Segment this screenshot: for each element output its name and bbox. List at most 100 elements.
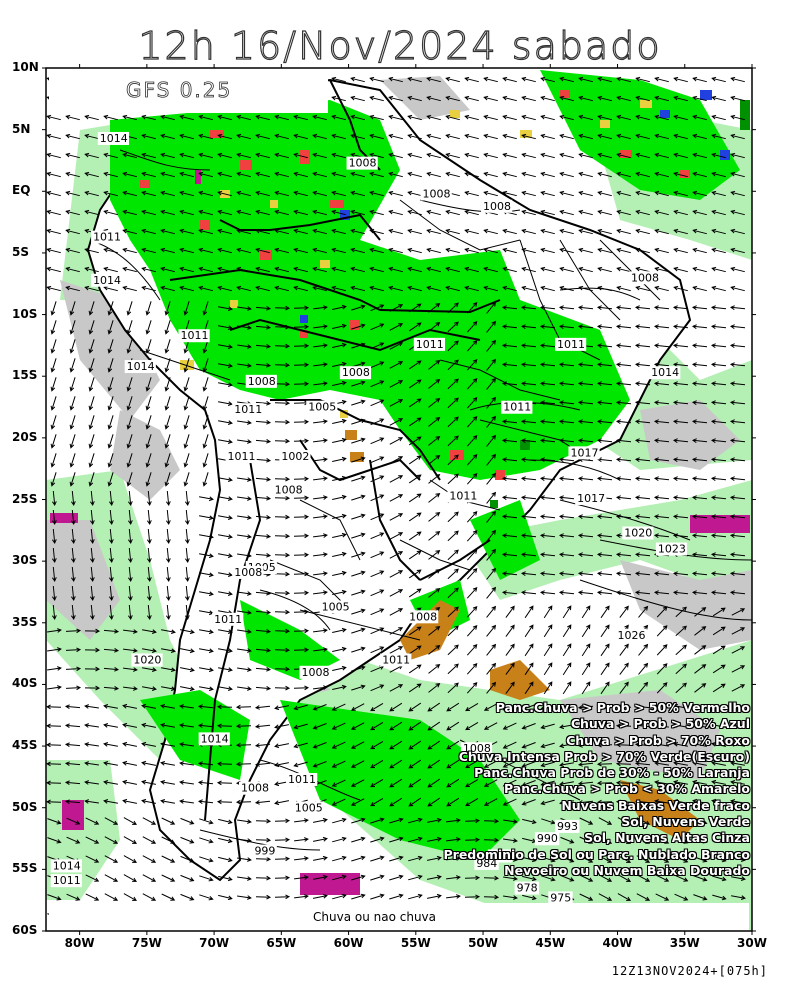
wind-arrow <box>351 570 366 577</box>
wind-arrow <box>558 590 575 596</box>
wind-arrow <box>160 171 175 178</box>
wind-arrow <box>199 496 214 502</box>
wind-arrow <box>579 893 594 901</box>
wind-arrow <box>160 799 175 804</box>
wind-arrow <box>69 377 76 392</box>
wind-arrow <box>255 152 270 159</box>
wind-arrow <box>160 190 175 197</box>
wind-arrow <box>634 552 651 558</box>
wind-arrow <box>85 874 100 882</box>
wind-arrow <box>598 855 613 863</box>
wind-arrow <box>729 476 746 482</box>
wind-arrow <box>447 625 459 637</box>
wind-arrow <box>84 266 99 273</box>
wind-arrow <box>466 378 478 390</box>
wind-arrow <box>559 133 574 140</box>
wind-arrow <box>672 514 689 520</box>
wind-arrow <box>407 133 422 140</box>
wind-arrow <box>581 681 591 695</box>
wind-arrow <box>408 588 422 598</box>
wind-arrow <box>654 704 669 709</box>
isobar-label: 1008 <box>248 375 276 388</box>
wind-arrow <box>539 305 556 311</box>
wind-arrow <box>331 798 346 806</box>
wind-arrow <box>199 837 214 844</box>
wind-arrow <box>655 893 670 901</box>
wind-arrow <box>635 209 650 216</box>
wind-arrow <box>692 228 707 235</box>
wind-arrow <box>619 681 629 694</box>
wind-arrow <box>161 629 176 634</box>
wind-arrow <box>711 95 726 102</box>
wind-arrow <box>351 874 366 881</box>
wind-arrow <box>369 76 384 83</box>
wind-arrow <box>615 343 632 349</box>
wind-arrow <box>483 152 498 159</box>
wind-arrow <box>313 590 328 595</box>
wind-arrow <box>197 723 214 729</box>
wind-arrow <box>218 496 233 501</box>
wind-arrow <box>107 434 114 449</box>
wind-arrow <box>66 836 81 844</box>
wind-arrow <box>370 475 385 483</box>
wind-arrow <box>199 686 214 692</box>
wind-arrow <box>108 528 114 545</box>
isobar-label: 1011 <box>288 773 316 786</box>
wind-arrow <box>293 324 310 330</box>
wind-arrow <box>255 552 272 558</box>
wind-arrow <box>540 171 555 178</box>
wind-arrow <box>70 585 76 602</box>
wind-arrow <box>122 741 137 747</box>
isobar-label: 1020 <box>133 653 161 666</box>
wind-arrow <box>388 114 403 121</box>
wind-arrow <box>540 761 555 768</box>
wind-arrow <box>274 266 289 273</box>
wind-arrow <box>616 95 631 102</box>
wind-arrow <box>559 800 574 806</box>
wind-arrow <box>389 323 404 331</box>
wind-arrow <box>674 817 689 825</box>
wind-arrow <box>160 266 175 273</box>
wind-arrow <box>427 797 441 807</box>
wind-arrow <box>127 490 133 507</box>
wind-arrow <box>710 381 727 387</box>
wind-arrow <box>578 133 593 140</box>
wind-arrow <box>502 703 517 711</box>
isobar-label-bg <box>306 400 338 414</box>
wind-arrow <box>51 490 57 507</box>
wind-arrow <box>70 566 76 583</box>
isobar-label-bg <box>225 450 257 464</box>
lon-label: 60W <box>333 936 364 950</box>
isobar-label: 1011 <box>416 338 444 351</box>
wind-arrow <box>351 475 366 482</box>
wind-arrow <box>255 856 272 862</box>
wind-arrow <box>351 627 366 634</box>
wind-arrow <box>389 608 404 616</box>
wind-arrow <box>179 228 194 235</box>
wind-arrow <box>107 320 114 335</box>
wind-arrow <box>165 566 171 583</box>
wind-arrow <box>145 339 152 354</box>
wind-arrow <box>616 247 631 254</box>
wind-arrow <box>69 415 76 430</box>
wind-arrow <box>598 874 613 882</box>
wind-arrow <box>218 420 233 425</box>
wind-arrow <box>141 228 156 235</box>
wind-arrow <box>711 741 726 747</box>
wind-arrow <box>293 171 308 178</box>
wind-arrow <box>427 893 442 899</box>
wind-arrow <box>577 362 594 368</box>
isobar-label-bg <box>568 446 600 460</box>
wind-arrow <box>486 643 497 656</box>
wind-arrow <box>502 722 517 730</box>
wind-arrow <box>577 324 594 330</box>
wind-arrow <box>447 359 459 371</box>
isobar-label-bg <box>615 628 647 642</box>
wind-arrow <box>141 190 156 197</box>
wind-arrow <box>389 817 404 824</box>
wind-arrow <box>254 705 271 710</box>
wind-arrow <box>730 799 745 804</box>
wind-arrow <box>84 666 101 672</box>
wind-arrow <box>331 779 346 787</box>
wind-arrow <box>350 741 365 749</box>
